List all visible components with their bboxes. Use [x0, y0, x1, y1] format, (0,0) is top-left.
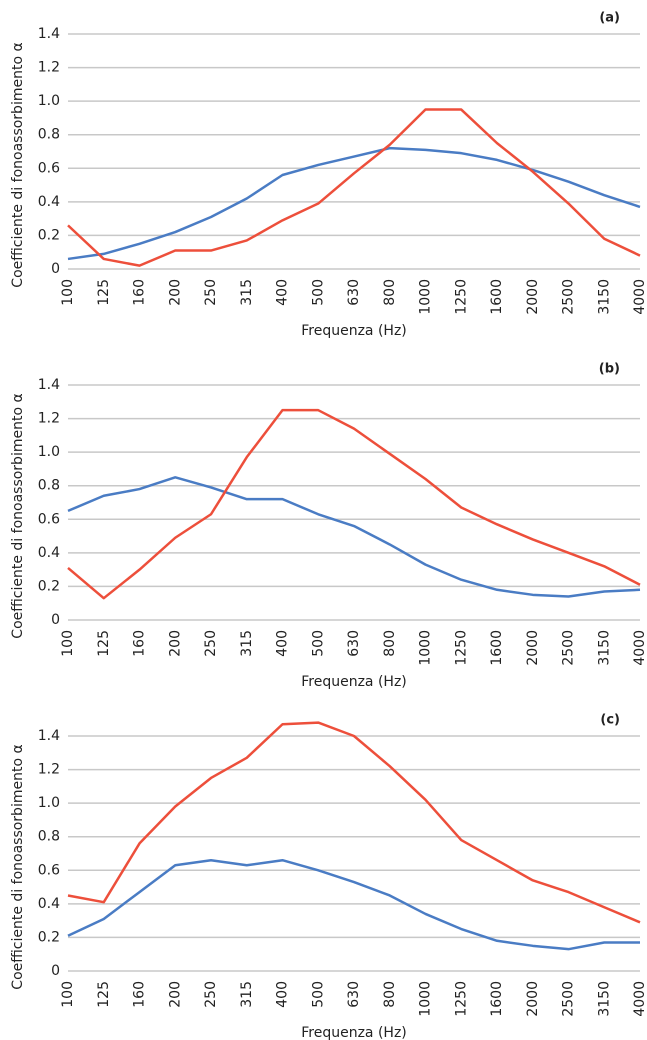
x-tick-label: 315 — [239, 279, 255, 306]
x-tick-label: 1250 — [453, 981, 469, 1017]
x-tick-label: 2500 — [561, 630, 577, 666]
y-axis-label: Coefficiente di fonoassorbimento α — [10, 42, 26, 287]
chart-title: (c) — [600, 713, 620, 728]
x-tick-label: 125 — [96, 981, 112, 1008]
chart-title: (a) — [599, 11, 620, 26]
x-axis-label: Frequenza (Hz) — [301, 674, 407, 690]
x-tick-label: 200 — [167, 981, 183, 1008]
y-tick-label: 0.2 — [38, 578, 60, 594]
x-tick-label: 2000 — [525, 279, 541, 315]
x-tick-label: 630 — [346, 279, 362, 306]
y-tick-label: 1.2 — [38, 762, 60, 778]
data-line — [67, 858, 640, 951]
x-tick-label: 315 — [239, 630, 255, 657]
x-tick-label: 1250 — [453, 630, 469, 666]
x-tick-label: 3150 — [596, 279, 612, 315]
y-tick-label: 0.4 — [38, 545, 60, 561]
y-tick-label: 0.2 — [38, 929, 60, 945]
x-tick-label: 400 — [275, 279, 291, 306]
y-tick-label: 0.4 — [38, 896, 60, 912]
y-tick-label: 0.4 — [38, 194, 60, 210]
x-tick-label: 4000 — [632, 981, 647, 1017]
x-tick-label: 800 — [382, 981, 398, 1008]
data-line — [67, 108, 641, 267]
x-tick-label: 2500 — [561, 981, 577, 1017]
y-tick-label: 1.4 — [38, 728, 60, 744]
x-tick-label: 125 — [96, 630, 112, 657]
y-tick-label: 0 — [51, 612, 60, 628]
x-tick-label: 1000 — [418, 279, 434, 315]
y-tick-label: 0.6 — [38, 511, 60, 527]
chart-title: (b) — [599, 362, 620, 377]
y-tick-label: 0.6 — [38, 862, 60, 878]
x-tick-label: 1600 — [489, 279, 505, 315]
y-tick-label: 0.8 — [38, 127, 60, 143]
x-tick-label: 630 — [346, 981, 362, 1008]
x-tick-label: 250 — [203, 279, 219, 306]
x-tick-label: 200 — [167, 630, 183, 657]
y-tick-label: 1.4 — [38, 377, 60, 393]
data-line — [67, 721, 641, 924]
y-axis-label: Coefficiente di fonoassorbimento α — [10, 393, 26, 638]
x-tick-label: 4000 — [632, 630, 647, 666]
x-tick-label: 125 — [96, 279, 112, 306]
data-line — [67, 476, 641, 598]
x-tick-label: 100 — [60, 279, 76, 306]
x-tick-label: 400 — [275, 630, 291, 657]
x-tick-label: 3150 — [596, 630, 612, 666]
y-tick-label: 1.4 — [38, 26, 60, 42]
x-tick-label: 2000 — [525, 981, 541, 1017]
x-tick-label: 800 — [382, 630, 398, 657]
data-line — [67, 146, 641, 261]
x-tick-label: 160 — [132, 279, 148, 306]
x-tick-label: 400 — [275, 981, 291, 1008]
y-tick-label: 1.2 — [38, 411, 60, 427]
x-tick-label: 250 — [203, 981, 219, 1008]
x-tick-label: 100 — [60, 630, 76, 657]
y-tick-label: 1.0 — [38, 444, 60, 460]
y-tick-label: 0.8 — [38, 829, 60, 845]
x-axis-label: Frequenza (Hz) — [301, 1025, 407, 1040]
data-line — [67, 408, 641, 600]
x-tick-label: 1000 — [418, 630, 434, 666]
x-tick-label: 1600 — [489, 981, 505, 1017]
x-tick-label: 250 — [203, 630, 219, 657]
y-tick-label: 0.8 — [38, 478, 60, 494]
x-tick-label: 100 — [60, 981, 76, 1008]
y-tick-label: 0.2 — [38, 227, 60, 243]
x-tick-label: 500 — [310, 981, 326, 1008]
y-tick-label: 0 — [51, 963, 60, 979]
x-tick-label: 3150 — [596, 981, 612, 1017]
x-tick-label: 800 — [382, 279, 398, 306]
x-tick-label: 160 — [132, 630, 148, 657]
x-tick-label: 1250 — [453, 279, 469, 315]
x-tick-label: 4000 — [632, 279, 647, 315]
x-tick-label: 200 — [167, 279, 183, 306]
x-axis-label: Frequenza (Hz) — [301, 323, 407, 339]
x-tick-label: 1600 — [489, 630, 505, 666]
y-axis-label: Coefficiente di fonoassorbimento α — [10, 744, 26, 989]
x-tick-label: 2500 — [561, 279, 577, 315]
y-tick-label: 1.2 — [38, 60, 60, 76]
x-tick-label: 1000 — [418, 981, 434, 1017]
y-tick-label: 0 — [51, 261, 60, 277]
x-tick-label: 630 — [346, 630, 362, 657]
x-tick-label: 500 — [310, 279, 326, 306]
x-tick-label: 160 — [132, 981, 148, 1008]
x-tick-label: 2000 — [525, 630, 541, 666]
x-tick-label: 500 — [310, 630, 326, 657]
y-tick-label: 0.6 — [38, 160, 60, 176]
x-tick-label: 315 — [239, 981, 255, 1008]
y-tick-label: 1.0 — [38, 93, 60, 109]
y-tick-label: 1.0 — [38, 795, 60, 811]
